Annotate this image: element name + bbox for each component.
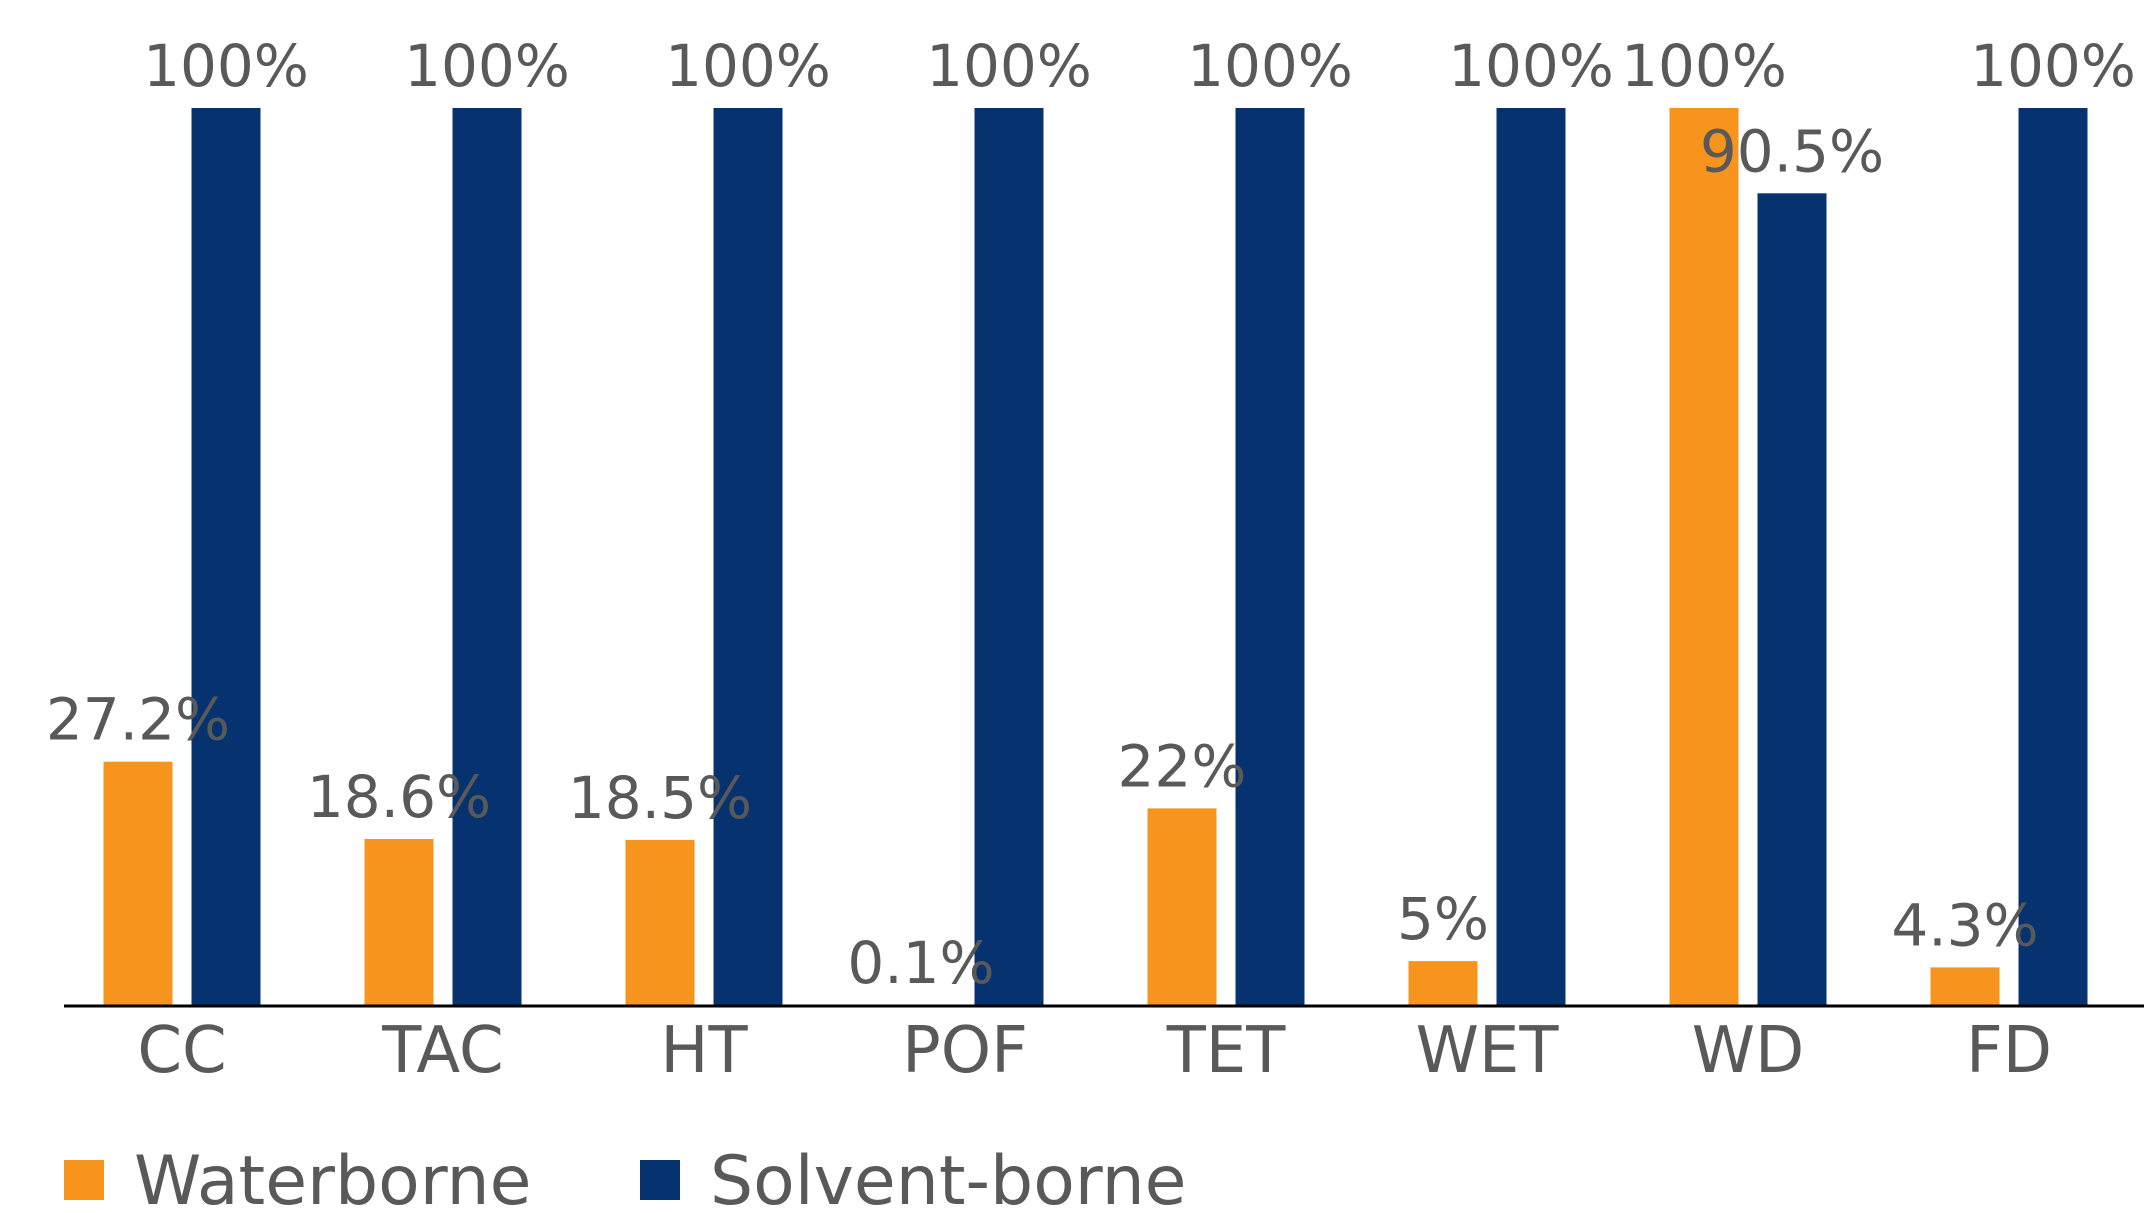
data-labels-layer: 27.2% 100% 18.6% 100% 18.5% 100% 0.1% 100% 22% 10…	[46, 32, 2136, 997]
bar-solvent-borne-fd	[2018, 108, 2088, 1006]
legend-label-solvent-borne: Solvent-borne	[710, 1142, 1187, 1213]
data-label-waterborne-cc: 27.2%	[46, 686, 230, 754]
bar-waterborne-tet	[1147, 808, 1217, 1006]
data-label-solvent-borne-cc: 100%	[143, 32, 309, 100]
x-tick-label-tac: TAC	[381, 1014, 503, 1088]
bar-solvent-borne-wet	[1496, 108, 1566, 1006]
x-tick-label-fd: FD	[1966, 1014, 2052, 1088]
bar-waterborne-wet	[1408, 961, 1478, 1006]
x-tick-label-wet: WET	[1416, 1014, 1560, 1088]
data-label-solvent-borne-fd: 100%	[1970, 32, 2136, 100]
x-tick-label-ht: HT	[660, 1014, 748, 1088]
legend-label-waterborne: Waterborne	[134, 1142, 531, 1213]
data-label-waterborne-ht: 18.5%	[568, 764, 752, 832]
data-label-solvent-borne-wd: 90.5%	[1700, 117, 1884, 185]
data-label-solvent-borne-wet: 100%	[1448, 32, 1614, 100]
data-label-waterborne-tet: 22%	[1118, 732, 1247, 800]
bar-waterborne-fd	[1930, 967, 2000, 1006]
bar-waterborne-tac	[364, 839, 434, 1006]
bar-solvent-borne-cc	[191, 108, 261, 1006]
data-label-waterborne-tac: 18.6%	[307, 763, 491, 831]
x-tick-label-cc: CC	[137, 1014, 226, 1088]
bar-waterborne-wd	[1669, 108, 1739, 1006]
x-tick-label-tet: TET	[1166, 1014, 1287, 1088]
data-label-solvent-borne-tac: 100%	[404, 32, 570, 100]
data-label-waterborne-wd: 100%	[1621, 32, 1787, 100]
bars-layer	[103, 108, 2088, 1007]
bar-waterborne-cc	[103, 761, 173, 1006]
data-label-waterborne-pof: 0.1%	[847, 929, 994, 997]
data-label-solvent-borne-ht: 100%	[665, 32, 831, 100]
bar-solvent-borne-pof	[974, 108, 1044, 1006]
bar-solvent-borne-ht	[713, 108, 783, 1006]
data-label-waterborne-fd: 4.3%	[1891, 891, 2038, 959]
legend: Waterborne Solvent-borne	[64, 1142, 1187, 1213]
data-label-solvent-borne-pof: 100%	[926, 32, 1092, 100]
x-tick-label-wd: WD	[1692, 1014, 1805, 1088]
bar-solvent-borne-tac	[452, 108, 522, 1006]
data-label-solvent-borne-tet: 100%	[1187, 32, 1353, 100]
bar-solvent-borne-tet	[1235, 108, 1305, 1006]
bar-solvent-borne-wd	[1757, 193, 1827, 1007]
legend-swatch-solvent-borne	[640, 1160, 680, 1200]
x-tick-label-pof: POF	[902, 1014, 1028, 1088]
bar-waterborne-ht	[625, 839, 695, 1006]
data-label-waterborne-wet: 5%	[1397, 885, 1489, 953]
x-tick-labels: CC TAC HT POF TET WET WD FD	[137, 1014, 2052, 1088]
legend-swatch-waterborne	[64, 1160, 104, 1200]
